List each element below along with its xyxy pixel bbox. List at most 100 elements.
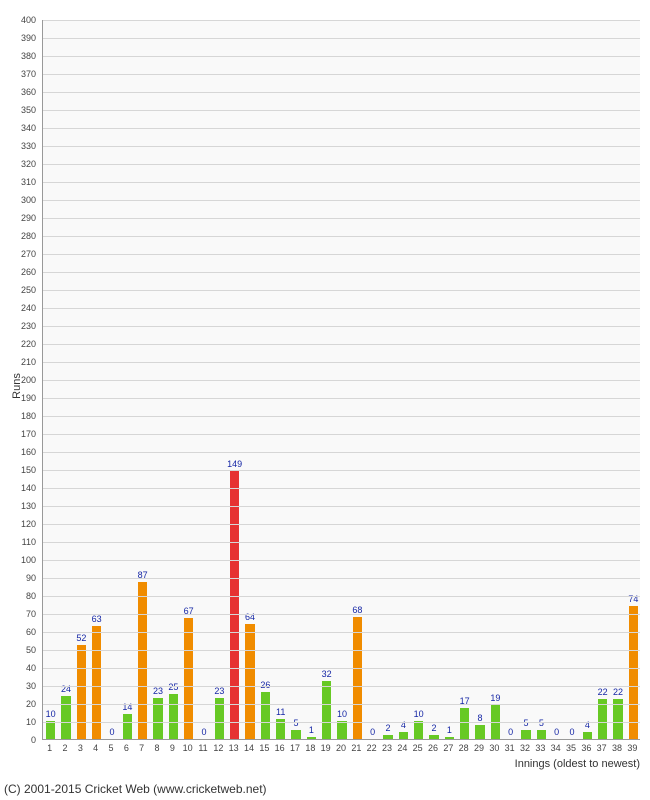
x-tick-label: 34 xyxy=(551,743,561,753)
y-axis-title: Runs xyxy=(11,373,23,399)
bar xyxy=(307,737,317,739)
bar xyxy=(383,735,393,739)
x-tick-label: 35 xyxy=(566,743,576,753)
y-tick-label: 170 xyxy=(0,429,36,439)
bar-value-label: 5 xyxy=(539,718,544,728)
x-tick-label: 14 xyxy=(244,743,254,753)
y-tick-label: 250 xyxy=(0,285,36,295)
bar-value-label: 0 xyxy=(370,727,375,737)
bar-value-label: 23 xyxy=(153,686,163,696)
bar xyxy=(445,737,455,739)
y-tick-label: 230 xyxy=(0,321,36,331)
plot-area: 1024526301487232567023149642611513210680… xyxy=(42,20,640,740)
x-tick-label: 28 xyxy=(459,743,469,753)
bar xyxy=(230,471,240,739)
gridline xyxy=(43,416,640,417)
x-tick-label: 16 xyxy=(275,743,285,753)
gridline xyxy=(43,362,640,363)
x-tick-label: 11 xyxy=(198,743,207,753)
y-tick-label: 300 xyxy=(0,195,36,205)
bar xyxy=(123,714,133,739)
x-tick-label: 32 xyxy=(520,743,530,753)
gridline xyxy=(43,632,640,633)
gridline xyxy=(43,128,640,129)
bar-value-label: 2 xyxy=(431,723,436,733)
x-tick-label: 8 xyxy=(154,743,159,753)
y-tick-label: 0 xyxy=(0,735,36,745)
x-tick-label: 10 xyxy=(183,743,193,753)
x-tick-label: 17 xyxy=(290,743,300,753)
y-tick-label: 380 xyxy=(0,51,36,61)
gridline xyxy=(43,578,640,579)
bar xyxy=(460,708,470,739)
bar xyxy=(521,730,531,739)
bar-value-label: 11 xyxy=(276,707,285,717)
bar xyxy=(629,606,639,739)
bar-value-label: 0 xyxy=(201,727,206,737)
x-tick-label: 15 xyxy=(259,743,269,753)
y-tick-label: 20 xyxy=(0,699,36,709)
gridline xyxy=(43,164,640,165)
gridline xyxy=(43,560,640,561)
y-tick-label: 280 xyxy=(0,231,36,241)
y-tick-label: 160 xyxy=(0,447,36,457)
y-tick-label: 90 xyxy=(0,573,36,583)
gridline xyxy=(43,308,640,309)
x-tick-label: 29 xyxy=(474,743,484,753)
bar-value-label: 0 xyxy=(569,727,574,737)
gridline xyxy=(43,614,640,615)
gridline xyxy=(43,200,640,201)
bar xyxy=(399,732,409,739)
y-tick-label: 30 xyxy=(0,681,36,691)
bar xyxy=(583,732,593,739)
gridline xyxy=(43,380,640,381)
x-tick-label: 5 xyxy=(108,743,113,753)
y-tick-label: 110 xyxy=(0,537,36,547)
gridline xyxy=(43,398,640,399)
bar-value-label: 5 xyxy=(293,718,298,728)
x-tick-label: 24 xyxy=(397,743,407,753)
gridline xyxy=(43,92,640,93)
gridline xyxy=(43,254,640,255)
bar-value-label: 10 xyxy=(46,709,56,719)
chart-container: 1024526301487232567023149642611513210680… xyxy=(0,0,650,800)
x-tick-label: 6 xyxy=(124,743,129,753)
gridline xyxy=(43,542,640,543)
gridline xyxy=(43,38,640,39)
bar-value-label: 0 xyxy=(554,727,559,737)
y-tick-label: 400 xyxy=(0,15,36,25)
x-tick-label: 12 xyxy=(213,743,223,753)
y-tick-label: 290 xyxy=(0,213,36,223)
y-tick-label: 180 xyxy=(0,411,36,421)
gridline xyxy=(43,182,640,183)
x-axis-title: Innings (oldest to newest) xyxy=(515,758,640,770)
x-tick-label: 27 xyxy=(443,743,453,753)
bar-value-label: 0 xyxy=(508,727,513,737)
x-tick-label: 21 xyxy=(351,743,361,753)
bar xyxy=(322,681,332,739)
y-tick-label: 10 xyxy=(0,717,36,727)
y-tick-label: 310 xyxy=(0,177,36,187)
y-tick-label: 140 xyxy=(0,483,36,493)
x-tick-label: 20 xyxy=(336,743,346,753)
gridline xyxy=(43,20,640,21)
bar xyxy=(261,692,271,739)
bar xyxy=(353,617,363,739)
bar xyxy=(337,721,347,739)
x-tick-label: 7 xyxy=(139,743,144,753)
x-tick-label: 23 xyxy=(382,743,392,753)
bar-value-label: 32 xyxy=(322,669,332,679)
gridline xyxy=(43,146,640,147)
bar xyxy=(613,699,623,739)
bar-value-label: 25 xyxy=(168,682,178,692)
bar-value-label: 63 xyxy=(92,614,102,624)
x-tick-label: 4 xyxy=(93,743,98,753)
bar xyxy=(475,725,485,739)
y-tick-label: 60 xyxy=(0,627,36,637)
x-tick-label: 36 xyxy=(581,743,591,753)
gridline xyxy=(43,506,640,507)
bar xyxy=(77,645,87,739)
x-tick-label: 38 xyxy=(612,743,622,753)
y-tick-label: 130 xyxy=(0,501,36,511)
gridline xyxy=(43,434,640,435)
